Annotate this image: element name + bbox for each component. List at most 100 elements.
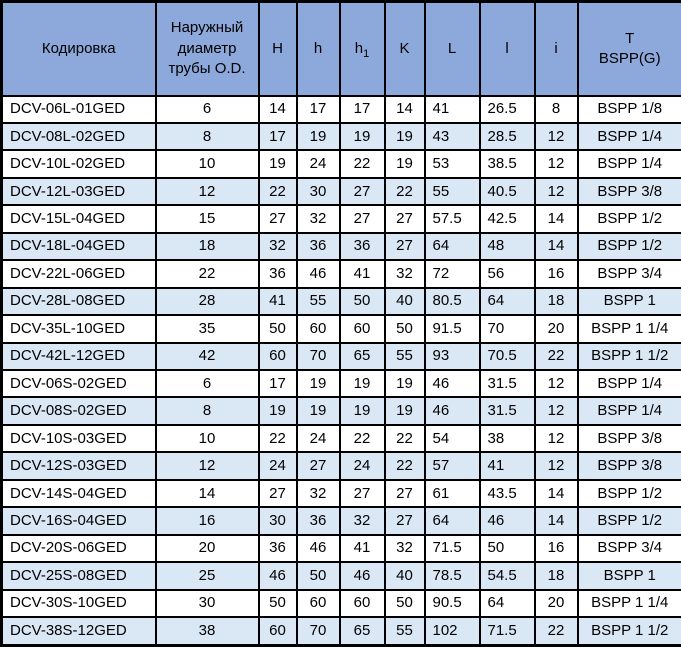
cell-l: 48 — [478, 231, 536, 262]
cell-thread: BSPP 1 1/4 — [576, 588, 681, 619]
cell-h: 46 — [295, 533, 341, 564]
cell-i: 14 — [533, 478, 579, 509]
table-row: DCV-08S-02GED 8 19 19 19 19 46 31.5 12 BSPP 1/4 — [0, 396, 681, 426]
cell-h: 60 — [295, 314, 341, 344]
cell-i: 12 — [533, 396, 579, 426]
cell-l: 26.5 — [478, 94, 536, 124]
cell-L: 54 — [423, 423, 481, 454]
cell-od: 22 — [154, 259, 260, 289]
h1-subscript: 1 — [363, 47, 370, 60]
cell-od: 30 — [154, 588, 260, 619]
cell-h: 36 — [295, 231, 341, 262]
cell-od: 8 — [154, 396, 260, 426]
col-header-H: H — [257, 0, 298, 97]
cell-K: 32 — [383, 533, 426, 564]
cell-l: 64 — [478, 588, 536, 619]
cell-i: 18 — [533, 561, 579, 591]
header-row: Кодировка Наружный диаметр трубы O.D. H … — [0, 0, 681, 97]
cell-L: 91.5 — [423, 314, 481, 344]
spec-table-body: DCV-06L-01GED 6 14 17 17 14 41 26.5 8 BSPP 1/8 DCV… — [0, 94, 681, 647]
cell-K: 22 — [383, 451, 426, 481]
cell-i: 22 — [533, 341, 579, 372]
cell-K: 14 — [383, 94, 426, 124]
cell-h1: 19 — [338, 396, 386, 426]
cell-L: 43 — [423, 121, 481, 152]
cell-i: 14 — [533, 506, 579, 536]
cell-code: DCV-10S-03GED — [0, 423, 157, 454]
cell-od: 42 — [154, 341, 260, 372]
cell-L: 80.5 — [423, 286, 481, 317]
cell-l: 70 — [478, 314, 536, 344]
col-header-h: h — [295, 0, 341, 97]
cell-h: 70 — [295, 341, 341, 372]
cell-h: 32 — [295, 478, 341, 509]
cell-h: 70 — [295, 616, 341, 647]
cell-H: 50 — [257, 588, 298, 619]
cell-code: DCV-16S-04GED — [0, 506, 157, 536]
cell-L: 57.5 — [423, 204, 481, 234]
col-header-od: Наружный диаметр трубы O.D. — [154, 0, 260, 97]
cell-thread: BSPP 3/8 — [576, 176, 681, 207]
cell-h1: 46 — [338, 561, 386, 591]
cell-L: 46 — [423, 369, 481, 399]
col-header-l: l — [478, 0, 536, 97]
cell-thread: BSPP 1/4 — [576, 149, 681, 179]
cell-od: 28 — [154, 286, 260, 317]
table-row: DCV-10L-02GED 10 19 24 22 19 53 38.5 12 BSPP 1/4 — [0, 149, 681, 179]
cell-K: 27 — [383, 231, 426, 262]
cell-h: 36 — [295, 506, 341, 536]
cell-thread: BSPP 1 1/4 — [576, 314, 681, 344]
col-header-L: L — [423, 0, 481, 97]
col-header-i: i — [533, 0, 579, 97]
table-row: DCV-20S-06GED 20 36 46 41 32 71.5 50 16 BSPP 3/4 — [0, 533, 681, 564]
cell-h1: 22 — [338, 423, 386, 454]
cell-l: 71.5 — [478, 616, 536, 647]
cell-h: 19 — [295, 121, 341, 152]
table-row: DCV-16S-04GED 16 30 36 32 27 64 46 14 BSPP 1/2 — [0, 506, 681, 536]
cell-L: 93 — [423, 341, 481, 372]
cell-od: 8 — [154, 121, 260, 152]
cell-h1: 27 — [338, 478, 386, 509]
cell-K: 55 — [383, 341, 426, 372]
cell-code: DCV-28L-08GED — [0, 286, 157, 317]
cell-l: 43.5 — [478, 478, 536, 509]
col-header-thread: T BSPP(G) — [576, 0, 681, 97]
cell-i: 16 — [533, 533, 579, 564]
cell-code: DCV-10L-02GED — [0, 149, 157, 179]
cell-l: 38.5 — [478, 149, 536, 179]
cell-K: 27 — [383, 478, 426, 509]
cell-l: 41 — [478, 451, 536, 481]
cell-H: 36 — [257, 533, 298, 564]
cell-l: 31.5 — [478, 396, 536, 426]
cell-h1: 41 — [338, 533, 386, 564]
cell-K: 50 — [383, 314, 426, 344]
cell-L: 53 — [423, 149, 481, 179]
cell-i: 12 — [533, 149, 579, 179]
cell-l: 50 — [478, 533, 536, 564]
cell-thread: BSPP 1 1/2 — [576, 341, 681, 372]
col-header-code: Кодировка — [0, 0, 157, 97]
cell-i: 12 — [533, 451, 579, 481]
cell-od: 10 — [154, 423, 260, 454]
h1-base: h — [354, 39, 364, 57]
table-row: DCV-15L-04GED 15 27 32 27 27 57.5 42.5 14 BSPP 1/… — [0, 204, 681, 234]
cell-H: 32 — [257, 231, 298, 262]
table-row: DCV-12L-03GED 12 22 30 27 22 55 40.5 12 BSPP 3/8 — [0, 176, 681, 207]
cell-code: DCV-08S-02GED — [0, 396, 157, 426]
cell-i: 14 — [533, 204, 579, 234]
cell-h: 55 — [295, 286, 341, 317]
cell-thread: BSPP 1/4 — [576, 369, 681, 399]
cell-code: DCV-42L-12GED — [0, 341, 157, 372]
col-header-K: K — [383, 0, 426, 97]
cell-h1: 19 — [338, 369, 386, 399]
cell-od: 18 — [154, 231, 260, 262]
table-row: DCV-06S-02GED 6 17 19 19 19 46 31.5 12 BSPP 1/4 — [0, 369, 681, 399]
col-header-h1: h1 — [338, 0, 386, 97]
cell-l: 56 — [478, 259, 536, 289]
cell-i: 8 — [533, 94, 579, 124]
table-row: DCV-35L-10GED 35 50 60 60 50 91.5 70 20 BSPP 1 1/… — [0, 314, 681, 344]
cell-L: 64 — [423, 506, 481, 536]
cell-H: 46 — [257, 561, 298, 591]
cell-K: 40 — [383, 286, 426, 317]
